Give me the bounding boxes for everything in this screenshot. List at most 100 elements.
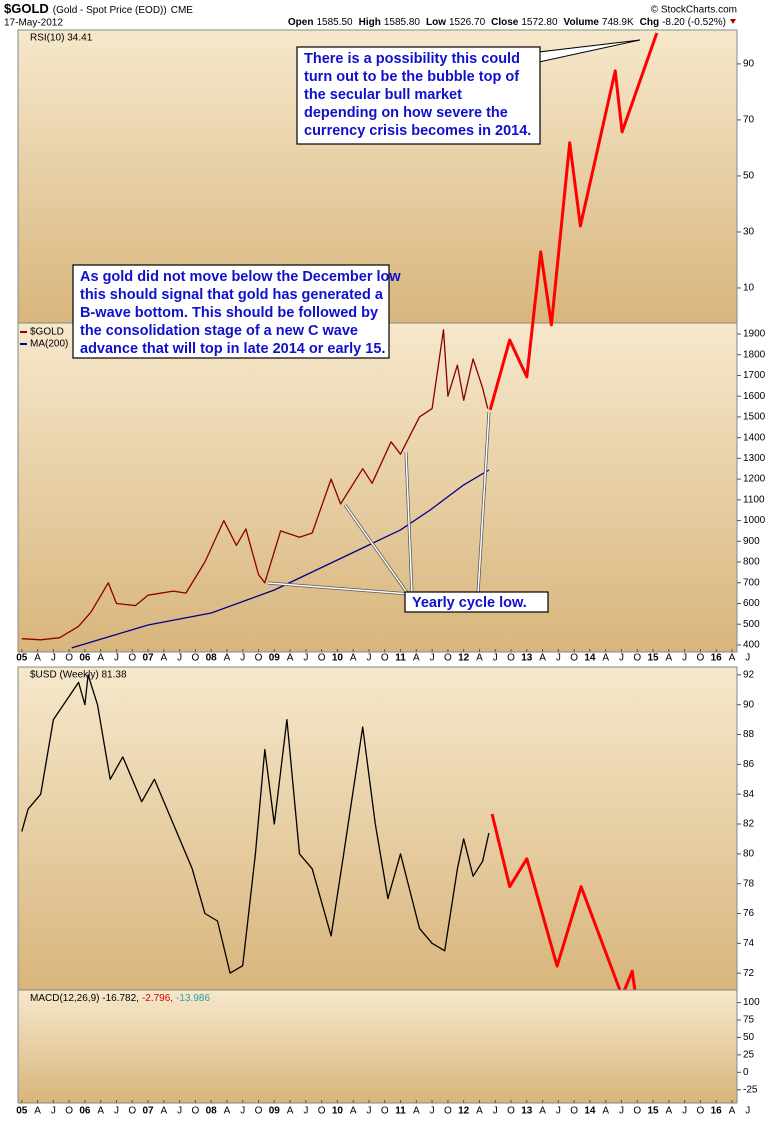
y-tick-label: 1000 xyxy=(743,515,766,526)
x-tick-label: J xyxy=(240,653,245,664)
panel-label: RSI(10) 34.41 xyxy=(30,33,93,44)
quote: Open 1585.50 High 1585.80 Low 1526.70 Close 157… xyxy=(288,17,726,28)
y-tick-label: 400 xyxy=(743,640,760,651)
callout-pointer xyxy=(344,504,409,595)
header-date: 17-May-2012 xyxy=(4,18,63,29)
x-tick-label: O xyxy=(570,1106,578,1117)
annotation-text: this should signal that gold has generat… xyxy=(80,287,384,303)
y-tick-label: 75 xyxy=(743,1015,755,1026)
annotation-text: advance that will top in late 2014 or ea… xyxy=(80,341,385,357)
x-tick-label: A xyxy=(224,653,231,664)
text-part: 748.9K xyxy=(602,17,634,28)
series-line xyxy=(71,469,490,649)
x-tick-label: J xyxy=(556,653,561,664)
text-part: Open xyxy=(288,17,314,28)
panel-background xyxy=(17,322,738,653)
x-tick-label: O xyxy=(318,653,326,664)
y-tick-label: 92 xyxy=(743,670,755,681)
text-part: 1585.80 xyxy=(384,17,421,28)
y-tick-label: 76 xyxy=(743,908,755,919)
x-tick-label: O xyxy=(696,653,704,664)
y-tick-label: 1400 xyxy=(743,432,766,443)
x-tick-label: 06 xyxy=(79,653,91,664)
down-arrow xyxy=(730,19,736,24)
callout-pointer xyxy=(477,411,490,595)
y-tick-label: 1800 xyxy=(743,349,766,360)
x-tick-label: 09 xyxy=(269,1106,281,1117)
x-tick-label: A xyxy=(665,1106,672,1117)
x-tick-label: J xyxy=(430,653,435,664)
x-tick-label: 07 xyxy=(142,1106,154,1117)
x-tick-label: A xyxy=(729,653,736,664)
y-tick-label: 1900 xyxy=(743,329,766,340)
y-tick-label: 1200 xyxy=(743,474,766,485)
text-part: Volume xyxy=(564,17,600,28)
legend-label: MA(200) xyxy=(30,339,68,350)
y-tick-label: 600 xyxy=(743,598,760,609)
text-part: -13.986 xyxy=(176,993,210,1004)
text-part: High xyxy=(359,17,381,28)
series-line xyxy=(488,32,659,411)
text-part: Close xyxy=(491,17,519,28)
x-tick-label: J xyxy=(682,1106,687,1117)
annotation-text: currency crisis becomes in 2014. xyxy=(304,123,531,139)
x-tick-label: O xyxy=(381,653,389,664)
x-tick-label: 11 xyxy=(395,1106,406,1117)
text-part: -2.796, xyxy=(142,993,173,1004)
panel-background xyxy=(17,989,738,1104)
annotation-text: depending on how severe the xyxy=(304,105,508,121)
x-tick-label: A xyxy=(34,1106,41,1117)
y-tick-label: 80 xyxy=(743,848,755,859)
y-tick-label: 900 xyxy=(743,536,760,547)
x-tick-label: J xyxy=(619,653,624,664)
legend-label: $GOLD xyxy=(30,327,64,338)
x-tick-label: A xyxy=(665,653,672,664)
x-tick-label: J xyxy=(177,653,182,664)
annotation-text: B-wave bottom. This should be followed b… xyxy=(80,305,378,321)
y-tick-label: 82 xyxy=(743,819,755,830)
x-tick-label: O xyxy=(128,1106,136,1117)
annotation-text: As gold did not move below the December … xyxy=(80,269,401,285)
x-tick-label: A xyxy=(539,1106,546,1117)
header-title: $GOLD (Gold - Spot Price (EOD)) CME xyxy=(4,1,193,16)
y-tick-label: 50 xyxy=(743,171,755,182)
x-tick-label: A xyxy=(350,1106,357,1117)
y-tick-label: 1500 xyxy=(743,412,766,423)
x-tick-label: J xyxy=(51,653,56,664)
x-tick-label: 08 xyxy=(206,1106,218,1117)
y-tick-label: 90 xyxy=(743,59,755,70)
x-tick-label: J xyxy=(682,653,687,664)
text-part: MACD(12,26,9) -16.782, xyxy=(30,993,139,1004)
y-tick-label: 800 xyxy=(743,557,760,568)
x-tick-label: O xyxy=(65,653,73,664)
x-tick-label: O xyxy=(191,653,199,664)
callout-pointer xyxy=(267,582,411,595)
x-tick-label: J xyxy=(303,653,308,664)
y-tick-label: 1700 xyxy=(743,370,766,381)
y-tick-label: 74 xyxy=(743,938,755,949)
x-tick-label: A xyxy=(602,653,609,664)
panel-background xyxy=(17,666,738,991)
x-tick-label: 08 xyxy=(206,653,218,664)
y-tick-label: 50 xyxy=(743,1032,755,1043)
x-tick-label: O xyxy=(381,1106,389,1117)
x-tick-label: A xyxy=(413,653,420,664)
y-tick-label: 84 xyxy=(743,789,755,800)
y-tick-label: 700 xyxy=(743,577,760,588)
x-tick-label: 16 xyxy=(711,653,723,664)
x-tick-label: A xyxy=(224,1106,231,1117)
x-tick-label: J xyxy=(493,1106,498,1117)
x-tick-label: J xyxy=(619,1106,624,1117)
series-line xyxy=(490,813,650,1083)
panel-label: $USD (Weekly) 81.38 xyxy=(30,670,127,681)
text-part: 1526.70 xyxy=(449,17,486,28)
credit: © StockCharts.com xyxy=(651,5,737,16)
y-tick-label: 86 xyxy=(743,759,755,770)
y-tick-label: -25 xyxy=(743,1084,758,1095)
x-tick-label: O xyxy=(191,1106,199,1117)
annotation-text: the consolidation stage of a new C wave xyxy=(80,323,358,339)
x-tick-label: A xyxy=(350,653,357,664)
y-tick-label: 70 xyxy=(743,115,755,126)
x-tick-label: J xyxy=(366,653,371,664)
